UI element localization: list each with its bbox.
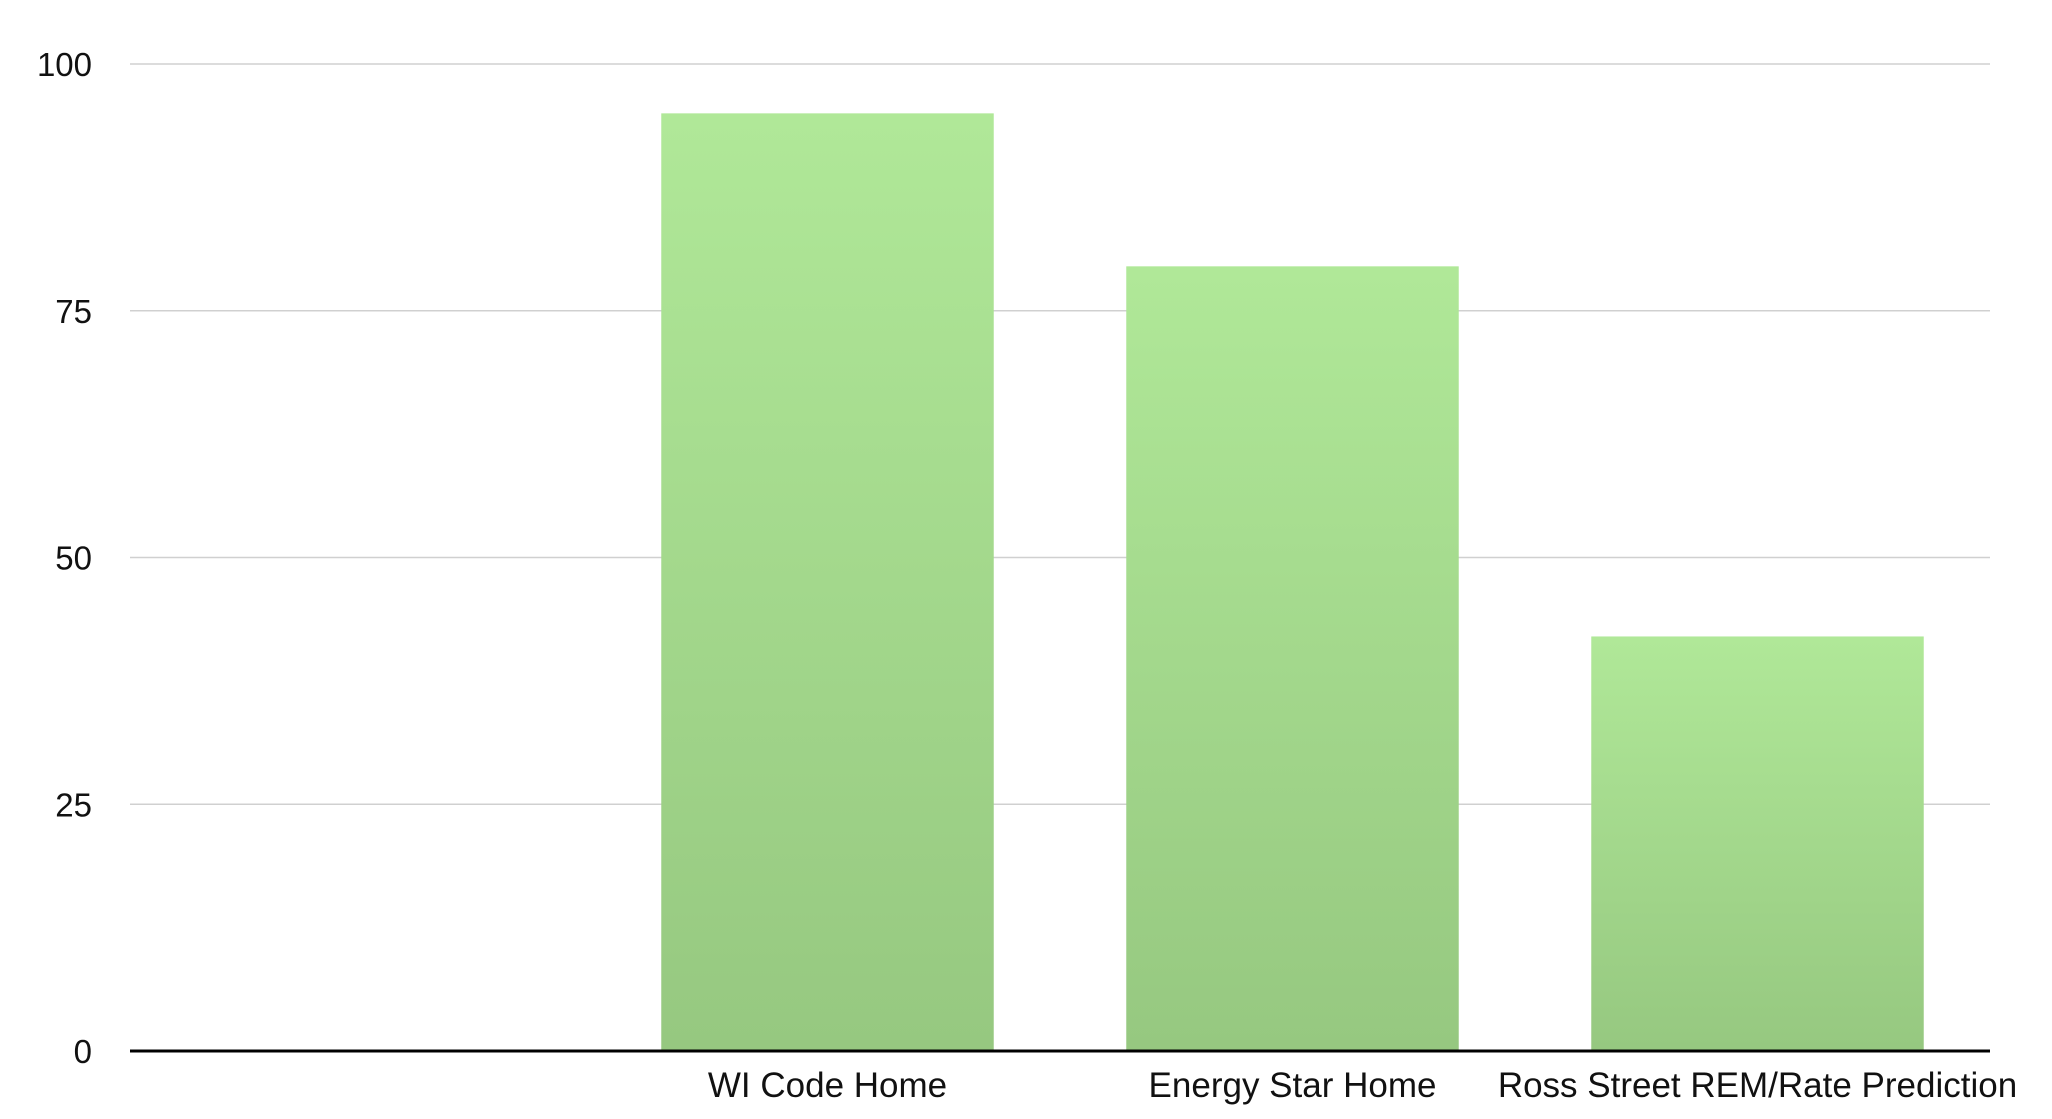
x-tick-labels: WI Code Home Energy Star Home Ross Street … (708, 1066, 2017, 1105)
bar-1 (661, 113, 994, 1052)
x-tick-label-1: WI Code Home (708, 1066, 947, 1105)
y-tick-label-75: 75 (55, 293, 92, 330)
y-tick-label-50: 50 (55, 540, 92, 577)
y-tick-label-100: 100 (37, 46, 92, 83)
bar-3 (1591, 636, 1924, 1051)
bar-2 (1126, 266, 1459, 1052)
y-tick-label-25: 25 (55, 786, 92, 823)
bars (661, 113, 1924, 1052)
y-tick-labels: 0 25 50 75 100 (37, 46, 92, 1070)
y-tick-label-0: 0 (74, 1033, 92, 1070)
x-tick-label-2: Energy Star Home (1149, 1066, 1437, 1105)
x-tick-label-3: Ross Street REM/Rate Prediction (1498, 1066, 2017, 1105)
